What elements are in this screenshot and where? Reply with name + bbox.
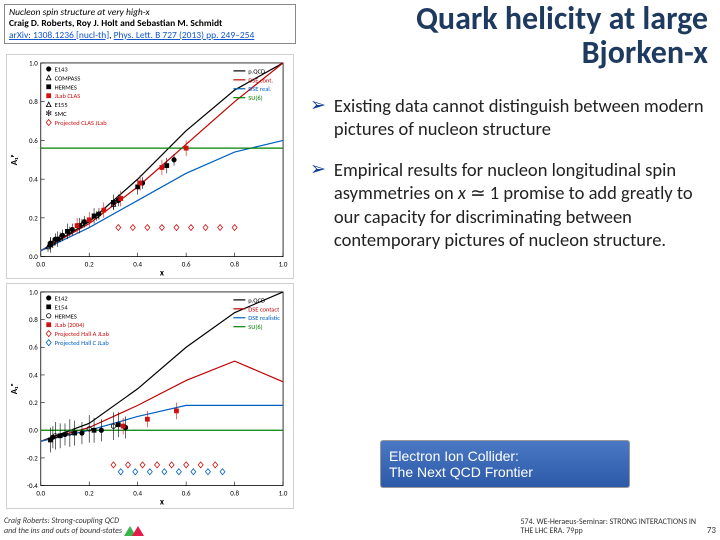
svg-text:0.2: 0.2 (29, 399, 38, 408)
bullet-list: ➢ Existing data cannot distinguish betwe… (310, 94, 706, 269)
chart-proton: 0.00.20.40.60.81.00.00.20.40.60.81.0xA₁ᵖ… (6, 54, 294, 279)
svg-text:-0.2: -0.2 (27, 454, 38, 463)
eic-badge: Electron Ion Collider: The Next QCD Fron… (380, 440, 630, 488)
eic-line2: The Next QCD Frontier (389, 464, 621, 480)
svg-text:p.QCD: p.QCD (248, 297, 265, 305)
svg-text:DSE cont.: DSE cont. (248, 76, 273, 84)
svg-text:Projected CLAS JLab: Projected CLAS JLab (55, 119, 108, 127)
svg-text:0.2: 0.2 (29, 213, 38, 222)
svg-text:0.8: 0.8 (29, 97, 38, 106)
footer-left-line1: Craig Roberts: Strong-coupling QCD (4, 517, 146, 526)
svg-text:-0.4: -0.4 (27, 482, 38, 491)
bullet-1: ➢ Existing data cannot distinguish betwe… (310, 94, 706, 140)
svg-text:0.4: 0.4 (133, 260, 142, 269)
svg-text:DSE contact: DSE contact (248, 306, 280, 314)
svg-text:DSE realistic: DSE realistic (248, 315, 280, 323)
footer-right-line2: THE LHC ERA. 79pp (520, 527, 696, 536)
svg-text:HERMES: HERMES (55, 313, 77, 321)
footer-left: Craig Roberts: Strong-coupling QCD and t… (4, 517, 146, 536)
svg-text:p.QCD: p.QCD (248, 67, 265, 75)
svg-text:0.0: 0.0 (29, 252, 38, 261)
charts-region: 0.0 0.2 0.4 0.6 0.8 1.0 0.0 0.2 0.4 0.6 0.8 1.0 x A₁ᵖ… (6, 54, 294, 508)
bullet-arrow-icon: ➢ (310, 158, 326, 251)
svg-text:HERMES: HERMES (55, 83, 77, 91)
svg-text:0.8: 0.8 (230, 489, 239, 498)
svg-text:E143: E143 (55, 65, 69, 73)
svg-text:0.6: 0.6 (29, 136, 38, 145)
svg-text:1.0: 1.0 (29, 288, 38, 297)
svg-text:JLab CLAS: JLab CLAS (55, 92, 81, 100)
svg-text:A₁ᵖ: A₁ᵖ (9, 154, 20, 165)
footer-right: 574. WE-Heraeus-Seminar: STRONG INTERACT… (520, 518, 696, 536)
svg-text:SU(6): SU(6) (248, 94, 262, 102)
citation-box: Nucleon spin structure at very high-x Cr… (4, 4, 296, 44)
svg-text:1.0: 1.0 (279, 260, 288, 269)
svg-text:0.4: 0.4 (29, 175, 38, 184)
svg-text:0.6: 0.6 (182, 260, 191, 269)
svg-text:COMPASS: COMPASS (55, 74, 81, 82)
svg-text:0.4: 0.4 (133, 489, 142, 498)
svg-text:SU(6): SU(6) (248, 324, 262, 332)
chart-neutron: 0.00.20.40.60.81.0-0.4-0.20.00.20.40.60.… (6, 283, 294, 508)
bullet-arrow-icon: ➢ (310, 94, 326, 140)
bullet-2: ➢ Empirical results for nucleon longitud… (310, 158, 706, 251)
journal-link[interactable]: Phys. Lett. B 727 (2013) pp. 249–254 (114, 29, 255, 41)
svg-text:0.8: 0.8 (29, 316, 38, 325)
svg-text:0.6: 0.6 (182, 489, 191, 498)
svg-text:0.0: 0.0 (29, 426, 38, 435)
svg-text:✻: ✻ (45, 109, 52, 119)
slide-title: Quark helicity at large Bjorken-x (308, 2, 708, 69)
page-number: 73 (707, 525, 716, 536)
bullet-2-text: Empirical results for nucleon longitudin… (334, 158, 706, 251)
footer-left-line2: and the ins and outs of bound-states (4, 526, 146, 536)
svg-text:A₁ⁿ: A₁ⁿ (9, 384, 20, 395)
svg-text:0.6: 0.6 (29, 343, 38, 352)
svg-text:Projected Hall C JLab: Projected Hall C JLab (55, 340, 110, 348)
svg-text:E142: E142 (55, 295, 68, 303)
svg-text:SMC: SMC (55, 110, 67, 118)
svg-text:1.0: 1.0 (29, 58, 38, 67)
svg-text:E154: E154 (55, 304, 69, 312)
arxiv-link[interactable]: arXiv: 1308.1236 [nucl-th] (9, 29, 109, 41)
svg-text:x: x (160, 267, 165, 278)
svg-text:x: x (160, 497, 165, 508)
svg-text:Projected Hall A JLab: Projected Hall A JLab (55, 331, 110, 339)
svg-text:0.2: 0.2 (85, 260, 94, 269)
svg-text:0.2: 0.2 (85, 489, 94, 498)
bullet-1-text: Existing data cannot distinguish between… (334, 94, 706, 140)
svg-text:JLab (2004): JLab (2004) (55, 322, 85, 330)
svg-text:0.8: 0.8 (230, 260, 239, 269)
paper-refs: arXiv: 1308.1236 [nucl-th], Phys. Lett. … (9, 30, 291, 41)
eic-line1: Electron Ion Collider: (389, 448, 621, 464)
svg-text:E155: E155 (55, 101, 68, 109)
svg-text:DSE real.: DSE real. (248, 85, 271, 93)
svg-text:0.4: 0.4 (29, 371, 38, 380)
svg-text:1.0: 1.0 (279, 489, 288, 498)
